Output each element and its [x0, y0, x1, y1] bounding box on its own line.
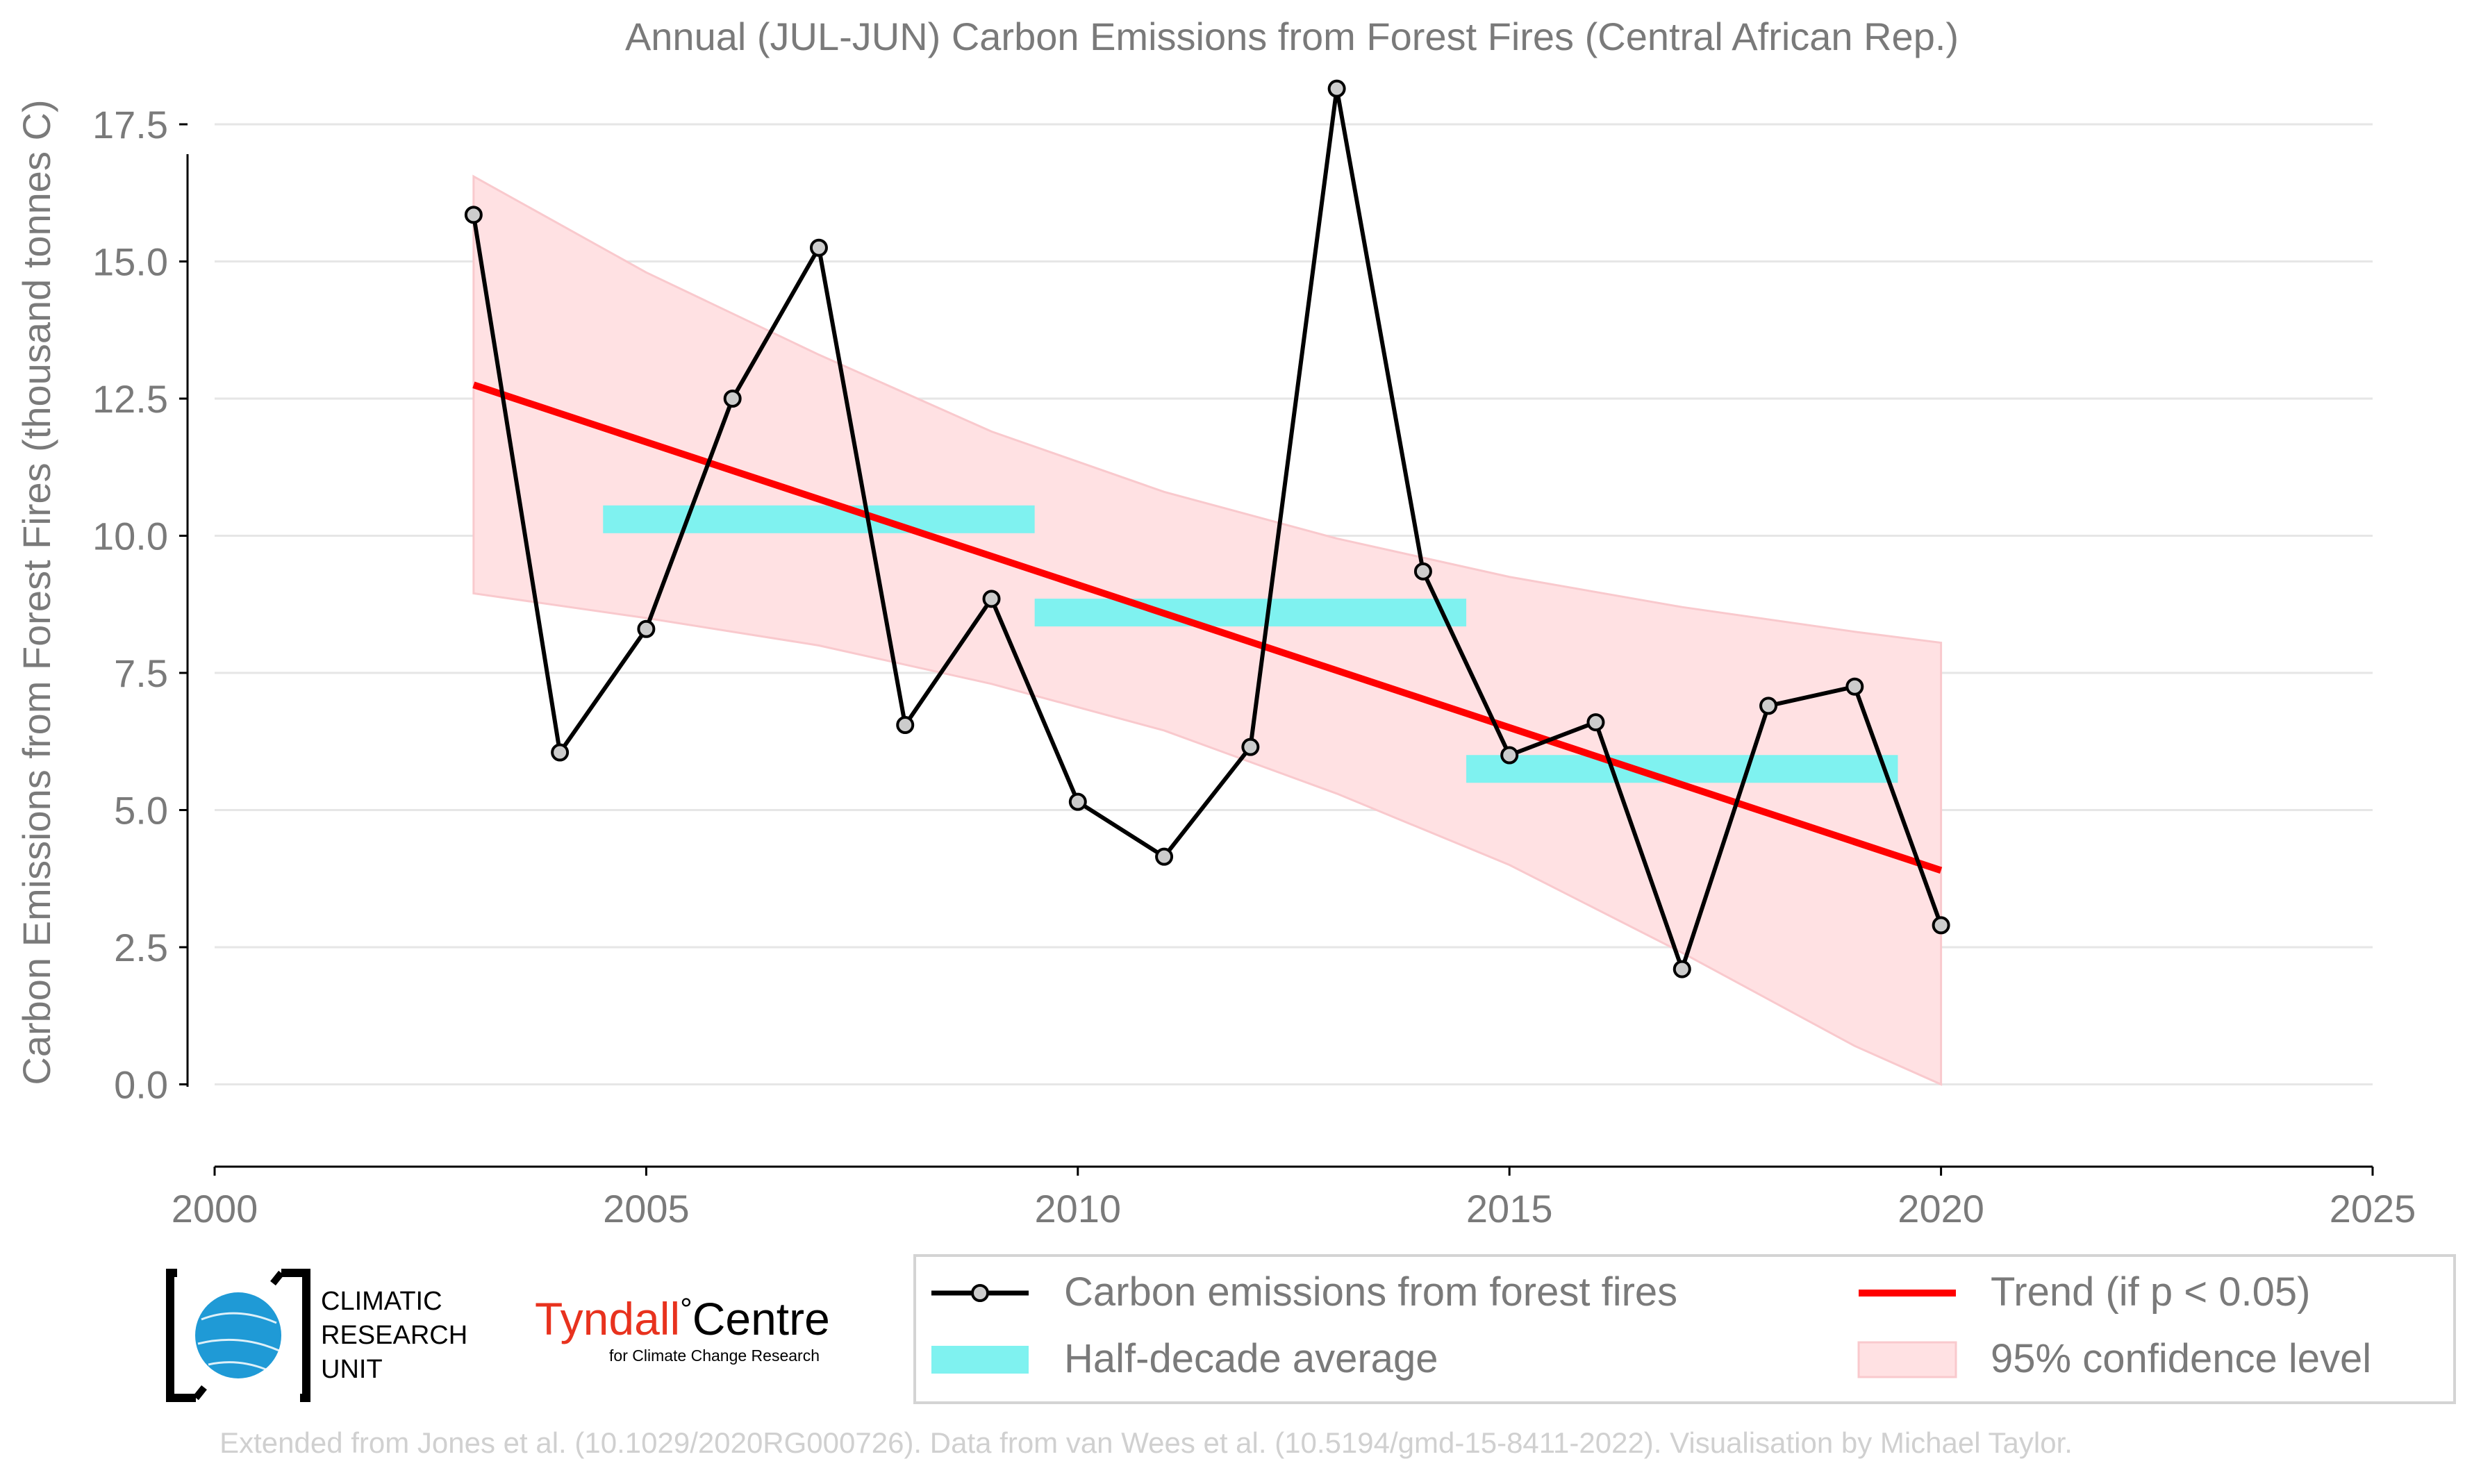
data-point — [1759, 697, 1778, 715]
y-axis-label: Carbon Emissions from Forest Fires (thou… — [15, 99, 58, 1085]
y-tick-label: 17.5 — [92, 103, 168, 147]
x-tick-label: 2025 — [2330, 1187, 2416, 1231]
data-point — [1327, 79, 1346, 98]
legend-label-emissions: Carbon emissions from forest fires — [1064, 1269, 1677, 1315]
data-point — [982, 590, 1001, 608]
legend-label-confidence: 95% confidence level — [1991, 1336, 2371, 1381]
y-tick-label: 15.0 — [92, 240, 168, 284]
x-tick-label: 2015 — [1466, 1187, 1553, 1231]
half-decade-bar — [603, 505, 1035, 533]
emissions-line — [471, 86, 1943, 972]
cru-logo: CLIMATIC RESEARCH UNIT — [166, 1269, 467, 1402]
legend: Carbon emissions from forest fires Trend… — [913, 1254, 2456, 1404]
legend-label-trend: Trend (if p < 0.05) — [1991, 1269, 2310, 1315]
y-tick-label: 0.0 — [114, 1063, 168, 1107]
trend-layer — [472, 381, 1943, 874]
tyndall-subtitle: for Climate Change Research — [609, 1347, 820, 1365]
data-point — [1845, 677, 1864, 696]
cru-logo-line-2: RESEARCH — [321, 1321, 467, 1350]
y-tick-label: 10.0 — [92, 515, 168, 558]
half-decade-bar — [1034, 599, 1467, 627]
data-point — [464, 206, 483, 224]
legend-swatch-confidence — [1857, 1341, 1957, 1378]
credit-text: Extended from Jones et al. (10.1029/2020… — [219, 1426, 2073, 1459]
x-tick-label: 2010 — [1035, 1187, 1122, 1231]
legend-swatch-emissions-marker — [971, 1284, 989, 1302]
data-point — [1241, 737, 1260, 756]
half-decade-bar — [1466, 755, 1898, 783]
emissions-series-layer — [464, 79, 1950, 978]
axes — [179, 123, 2374, 1176]
chart-title: Annual (JUL-JUN) Carbon Emissions from F… — [625, 15, 1959, 58]
y-tick-label: 7.5 — [114, 651, 168, 695]
cru-logo-line-3: UNIT — [321, 1355, 383, 1384]
x-tick-label: 2020 — [1898, 1187, 1984, 1231]
data-point — [896, 716, 915, 735]
legend-box — [913, 1254, 2456, 1404]
globe-icon — [195, 1292, 281, 1378]
svg-text:Tyndall°Centre: Tyndall°Centre — [535, 1292, 830, 1344]
data-point — [1068, 792, 1087, 811]
tyndall-degree: ° — [680, 1292, 692, 1326]
trend-line — [472, 381, 1943, 874]
data-point — [809, 238, 828, 257]
data-point — [723, 390, 742, 408]
tyndall-logo: Tyndall°Centre for Climate Change Resear… — [535, 1292, 830, 1365]
legend-swatch-half-decade — [931, 1346, 1029, 1374]
data-point — [551, 743, 570, 762]
data-point — [1413, 562, 1432, 581]
data-point — [637, 619, 656, 638]
legend-label-half-decade: Half-decade average — [1064, 1336, 1438, 1381]
x-tick-label: 2005 — [603, 1187, 690, 1231]
y-tick-label: 12.5 — [92, 377, 168, 421]
data-point — [1932, 916, 1950, 935]
y-tick-label: 2.5 — [114, 926, 168, 969]
x-tick-label: 2000 — [172, 1187, 258, 1231]
tick-labels: 0.0 2.5 5.0 7.5 10.0 12.5 15.0 17.5 2000 2005 2010… — [92, 103, 2416, 1231]
data-point — [1673, 960, 1691, 978]
data-point — [1500, 746, 1519, 765]
data-point — [1586, 713, 1605, 732]
data-point — [1155, 847, 1174, 866]
y-tick-label: 5.0 — [114, 789, 168, 833]
tyndall-centre-wordmark: Centre — [692, 1293, 830, 1344]
half-decade-layer — [603, 505, 1898, 783]
tyndall-wordmark: Tyndall — [535, 1293, 680, 1344]
cru-logo-line-1: CLIMATIC — [321, 1287, 442, 1316]
